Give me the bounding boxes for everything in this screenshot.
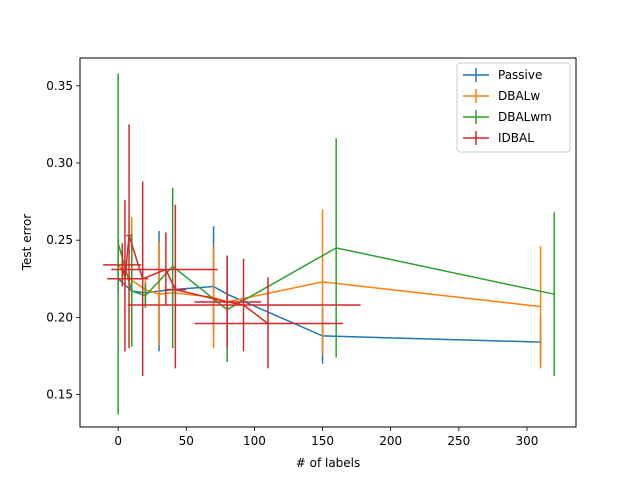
legend-label: DBALw (498, 89, 540, 103)
x-tick-label: 0 (114, 434, 122, 448)
y-tick-label: 0.20 (46, 310, 73, 324)
y-axis-label: Test error (20, 214, 34, 272)
legend-label: Passive (498, 68, 542, 82)
legend-item-idbal: IDBAL (463, 131, 534, 145)
x-tick-label: 150 (311, 434, 334, 448)
legend-box (456, 62, 571, 153)
x-tick-label: 100 (243, 434, 266, 448)
y-tick-label: 0.35 (46, 79, 73, 93)
series-idbal (103, 124, 361, 377)
legend-item-dbalw: DBALw (463, 89, 540, 103)
legend: Passive DBALw DBALwm IDBAL (456, 62, 571, 153)
y-axis-ticks: 0.15 0.20 0.25 0.30 0.35 (46, 79, 80, 402)
dbalwm-line (117, 243, 555, 311)
x-axis-label: # of labels (296, 456, 361, 470)
legend-item-passive: Passive (463, 68, 542, 82)
y-tick-label: 0.25 (46, 233, 73, 247)
y-tick-label: 0.15 (46, 388, 73, 402)
legend-label: IDBAL (498, 131, 534, 145)
x-axis-ticks: 0 50 100 150 200 250 300 (114, 427, 538, 448)
y-tick-label: 0.30 (46, 156, 73, 170)
x-tick-label: 50 (179, 434, 194, 448)
series-layer (103, 73, 555, 415)
series-dbalwm (117, 73, 555, 415)
legend-item-dbalwm: DBALwm (463, 110, 552, 124)
legend-label: DBALwm (498, 110, 552, 124)
x-tick-label: 250 (447, 434, 470, 448)
x-tick-label: 200 (379, 434, 402, 448)
idbal-line (121, 235, 269, 325)
plot-frame (79, 57, 577, 428)
x-tick-label: 300 (515, 434, 538, 448)
